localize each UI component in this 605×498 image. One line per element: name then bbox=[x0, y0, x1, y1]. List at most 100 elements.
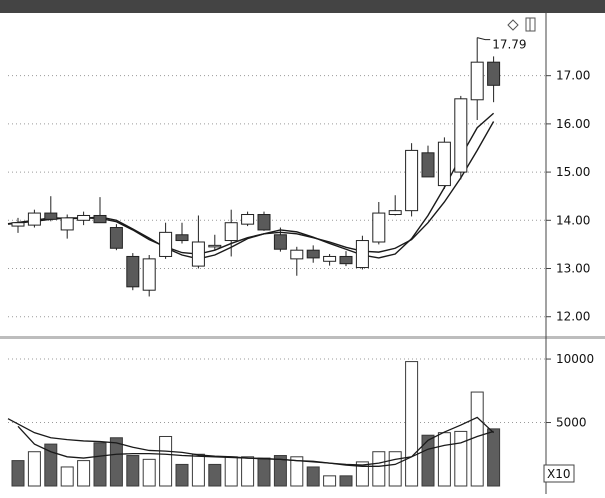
volume-bar bbox=[60, 466, 74, 487]
candle-body bbox=[126, 255, 140, 288]
candle-body bbox=[421, 152, 435, 178]
candlestick bbox=[339, 251, 353, 267]
candle-body bbox=[27, 212, 41, 226]
candle-body bbox=[323, 255, 337, 262]
volume-bar bbox=[77, 460, 91, 487]
candle-body bbox=[405, 149, 419, 212]
candle-body bbox=[487, 61, 501, 86]
volume-bar bbox=[126, 455, 140, 487]
candlestick bbox=[306, 245, 320, 263]
volume-bar bbox=[175, 463, 189, 487]
volume-bar bbox=[290, 456, 304, 487]
volume-bar bbox=[273, 455, 287, 487]
candle-body bbox=[306, 249, 320, 259]
volume-bar bbox=[470, 391, 484, 487]
corner-icons[interactable] bbox=[507, 17, 536, 32]
volume-bar bbox=[355, 461, 369, 487]
volume-gridlines bbox=[8, 358, 546, 424]
candle-body bbox=[355, 240, 369, 269]
candle-body bbox=[191, 241, 205, 267]
volume-bar bbox=[421, 434, 435, 487]
volume-bar bbox=[142, 458, 156, 487]
candlestick bbox=[109, 224, 123, 251]
candlestick bbox=[93, 197, 107, 224]
candlestick bbox=[290, 246, 304, 276]
candlestick bbox=[355, 235, 369, 270]
volume-bar bbox=[109, 437, 123, 487]
volume-bar bbox=[208, 463, 222, 487]
volume-bar bbox=[44, 443, 58, 487]
volume-bar bbox=[339, 475, 353, 487]
volume-bar bbox=[388, 451, 402, 487]
candlestick bbox=[126, 253, 140, 291]
candle-body bbox=[224, 222, 238, 242]
volume-bar bbox=[454, 430, 468, 487]
volume-bar bbox=[191, 453, 205, 487]
price-tick-label: 13.00 bbox=[556, 262, 590, 276]
candlestick bbox=[44, 196, 58, 222]
volume-bar bbox=[224, 456, 238, 487]
candle-body bbox=[93, 214, 107, 224]
candlestick bbox=[11, 217, 25, 233]
top-bar bbox=[0, 0, 605, 13]
volume-bar bbox=[27, 451, 41, 487]
candlestick bbox=[487, 56, 501, 103]
volume-unit-label: X10 bbox=[547, 467, 571, 481]
candle-body bbox=[142, 258, 156, 291]
volume-bar bbox=[159, 435, 173, 487]
volume-unit-box: X10 bbox=[543, 464, 575, 483]
candle-body bbox=[388, 210, 402, 216]
volume-bar bbox=[241, 456, 255, 487]
candlestick bbox=[405, 143, 419, 217]
price-tick-label: 17.00 bbox=[556, 69, 590, 83]
candlestick bbox=[224, 209, 238, 257]
candlestick bbox=[323, 254, 337, 266]
candle-body bbox=[44, 212, 58, 220]
candle-body bbox=[241, 214, 255, 225]
candlestick bbox=[191, 215, 205, 269]
candle-body bbox=[290, 249, 304, 260]
candlestick bbox=[454, 95, 468, 180]
candlestick bbox=[175, 222, 189, 244]
volume-axis: 5000 10000 bbox=[546, 352, 594, 430]
candle-body bbox=[208, 244, 222, 248]
candle-body bbox=[77, 214, 91, 221]
candlestick bbox=[77, 211, 91, 226]
candlestick bbox=[273, 227, 287, 252]
volume-tick-label: 5000 bbox=[556, 416, 587, 430]
volume-bar bbox=[306, 466, 320, 487]
candle-body bbox=[175, 234, 189, 242]
candlestick bbox=[142, 255, 156, 297]
candle-body bbox=[159, 231, 173, 257]
candle-body bbox=[257, 214, 271, 231]
candlestick bbox=[470, 37, 484, 121]
candlestick bbox=[421, 145, 435, 178]
high-marker-arrow bbox=[477, 37, 491, 41]
price-tick-label: 12.00 bbox=[556, 310, 590, 324]
volume-bar bbox=[372, 451, 386, 487]
volume-bar bbox=[323, 475, 337, 487]
candle-body bbox=[339, 255, 353, 265]
diamond-icon[interactable] bbox=[507, 19, 519, 31]
candlestick bbox=[208, 234, 222, 251]
high-price-label: 17.79 bbox=[492, 38, 526, 52]
candlestick bbox=[388, 195, 402, 216]
unit-label-box bbox=[543, 464, 575, 483]
price-tick-label: 16.00 bbox=[556, 117, 590, 131]
candle-body bbox=[372, 212, 386, 243]
volume-average-line bbox=[17, 425, 494, 467]
candlestick bbox=[159, 222, 173, 259]
candlestick bbox=[241, 211, 255, 227]
candlesticks bbox=[11, 37, 501, 297]
candlestick bbox=[437, 137, 451, 189]
candle-body bbox=[11, 222, 25, 227]
candlestick bbox=[60, 214, 74, 239]
candle-body bbox=[437, 141, 451, 187]
high-annotation: 17.79 bbox=[477, 37, 527, 52]
candlestick bbox=[257, 211, 271, 231]
price-tick-label: 15.00 bbox=[556, 165, 590, 179]
volume-bar bbox=[11, 460, 25, 487]
candle-body bbox=[454, 98, 468, 173]
